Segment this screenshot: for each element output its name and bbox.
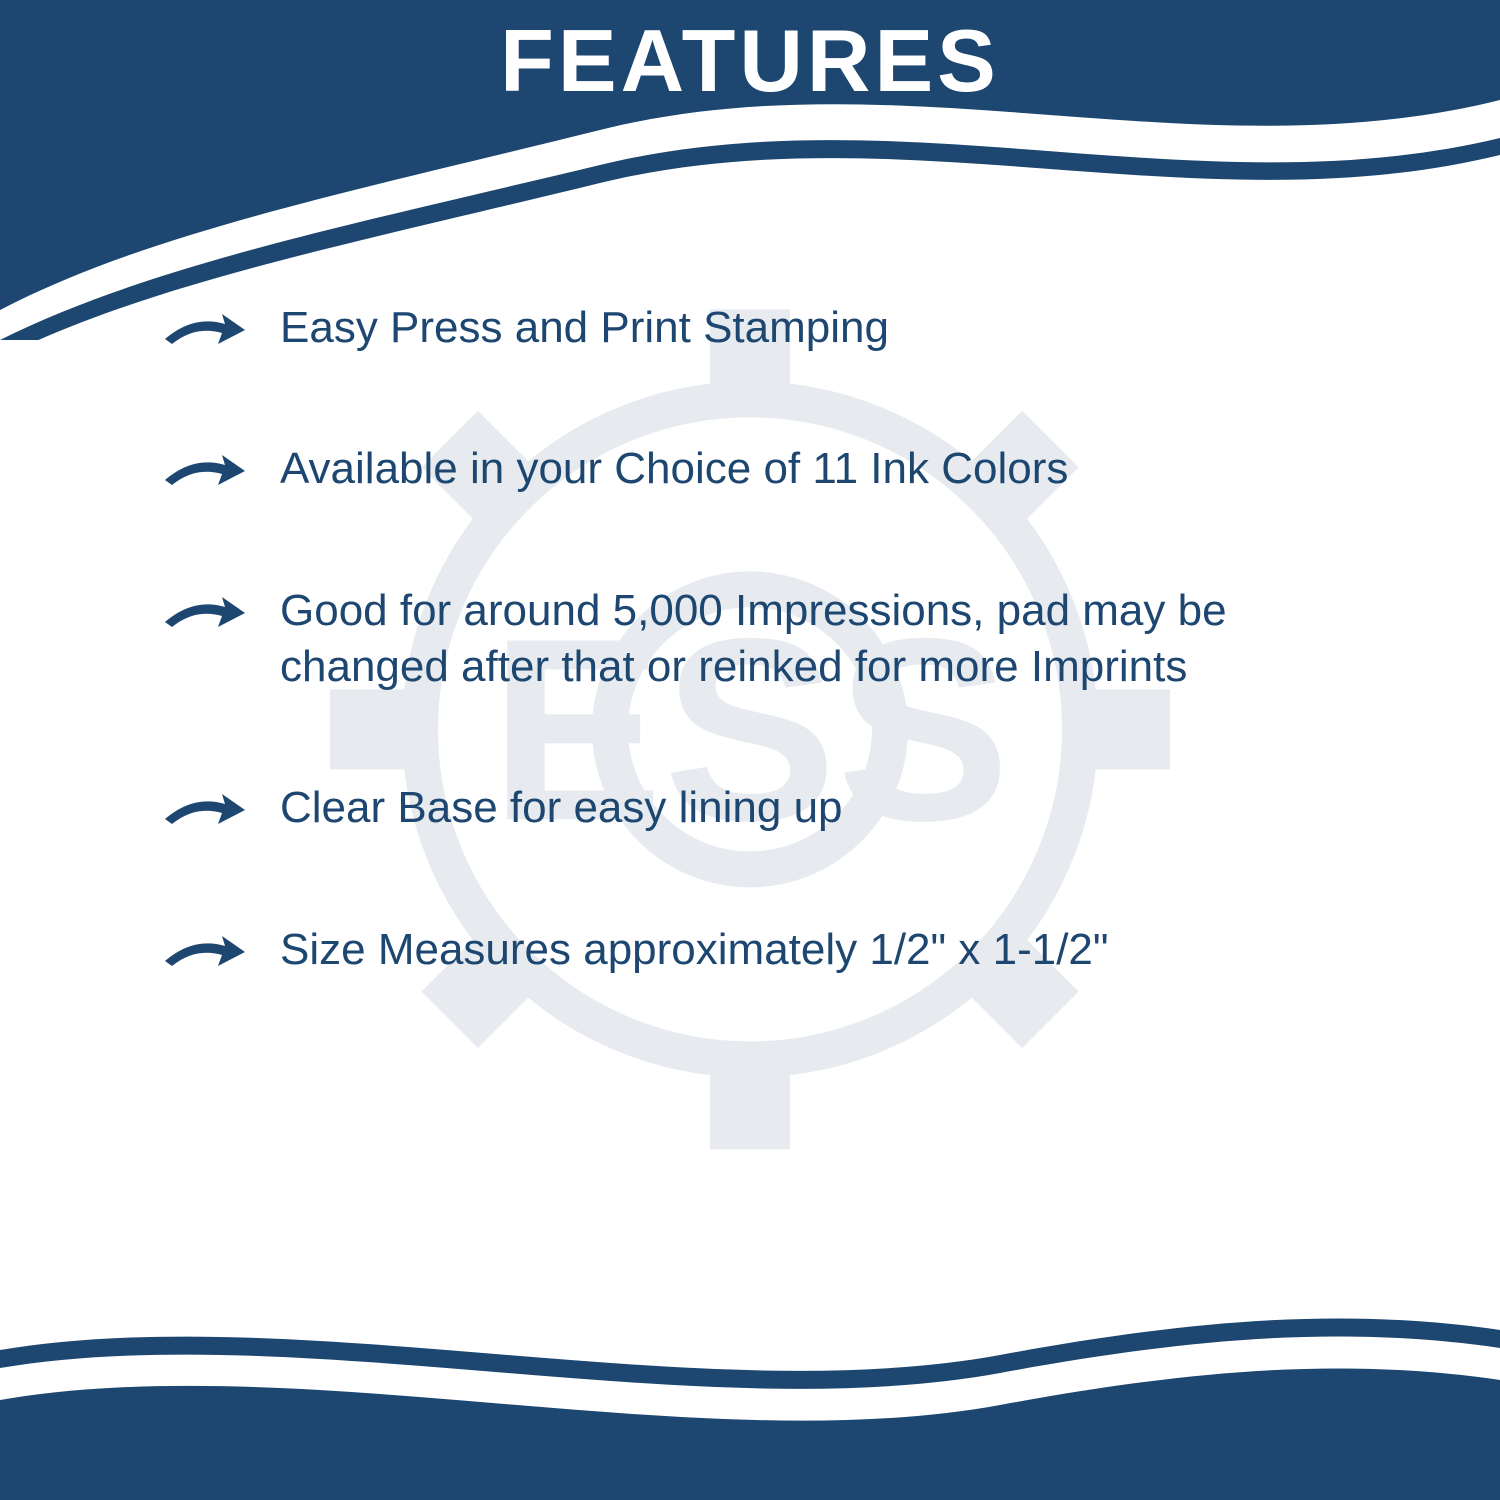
feature-item: Size Measures approximately 1/2" x 1-1/2… xyxy=(160,922,1380,978)
feature-text: Easy Press and Print Stamping xyxy=(280,300,889,356)
feature-item: Good for around 5,000 Impressions, pad m… xyxy=(160,583,1380,696)
feature-text: Clear Base for easy lining up xyxy=(280,780,843,836)
bottom-wave-banner xyxy=(0,1300,1500,1500)
feature-text: Available in your Choice of 11 Ink Color… xyxy=(280,441,1068,497)
arrow-icon xyxy=(160,445,250,495)
arrow-icon xyxy=(160,926,250,976)
feature-item: Available in your Choice of 11 Ink Color… xyxy=(160,441,1380,497)
feature-text: Good for around 5,000 Impressions, pad m… xyxy=(280,583,1380,696)
feature-item: Clear Base for easy lining up xyxy=(160,780,1380,836)
features-list: Easy Press and Print Stamping Available … xyxy=(160,300,1380,1063)
infographic-container: ESS FEATURES Easy Press and Print Stampi… xyxy=(0,0,1500,1500)
page-title: FEATURES xyxy=(0,10,1500,112)
feature-item: Easy Press and Print Stamping xyxy=(160,300,1380,356)
feature-text: Size Measures approximately 1/2" x 1-1/2… xyxy=(280,922,1109,978)
arrow-icon xyxy=(160,587,250,637)
arrow-icon xyxy=(160,784,250,834)
arrow-icon xyxy=(160,304,250,354)
